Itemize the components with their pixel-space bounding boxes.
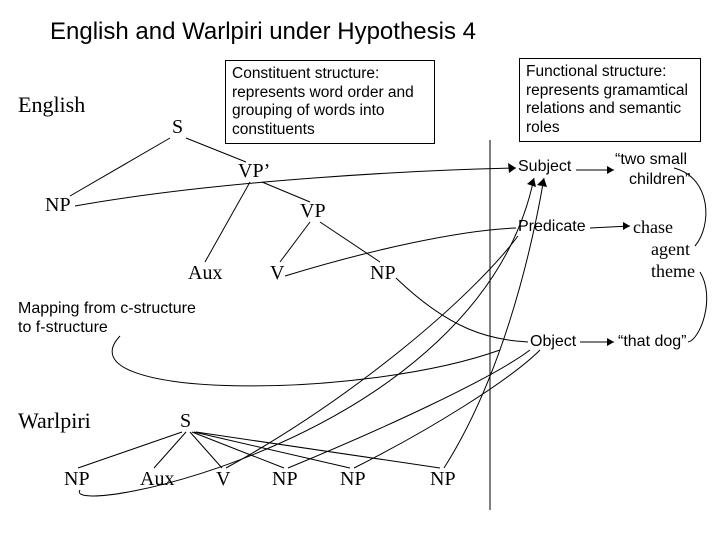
war-np3: NP <box>340 468 366 491</box>
eng-np2: NP <box>370 262 396 285</box>
slide-title: English and Warlpiri under Hypothesis 4 <box>50 18 476 46</box>
object-label: Object <box>530 333 576 351</box>
mapping-line1: Mapping from c-structure <box>18 300 196 318</box>
that-dog: “that dog” <box>618 333 686 351</box>
cstruct-box: Constituent structure: represents word o… <box>225 60 435 144</box>
english-label: English <box>18 92 85 118</box>
children: children” <box>629 171 690 189</box>
eng-vp: VP <box>300 200 326 223</box>
eng-s: S <box>172 116 183 139</box>
two-small: “two small <box>615 151 687 169</box>
war-s: S <box>180 410 191 433</box>
subject-label: Subject <box>518 158 571 176</box>
war-np4: NP <box>430 468 456 491</box>
mapping-line2: to f-structure <box>18 319 108 337</box>
agent: agent <box>651 239 690 260</box>
theme: theme <box>651 261 695 282</box>
fstruct-box: Functional structure: represents gramamt… <box>519 58 701 142</box>
war-aux: Aux <box>140 468 174 491</box>
war-v: V <box>216 468 230 491</box>
war-np1: NP <box>64 468 90 491</box>
predicate-label: Predicate <box>518 218 586 236</box>
eng-v: V <box>270 262 284 285</box>
chase: chase <box>633 217 673 238</box>
eng-aux: Aux <box>188 262 222 285</box>
war-np2: NP <box>272 468 298 491</box>
eng-np1: NP <box>45 194 71 217</box>
eng-vpp: VP’ <box>238 160 270 183</box>
warlpiri-label: Warlpiri <box>18 408 91 434</box>
